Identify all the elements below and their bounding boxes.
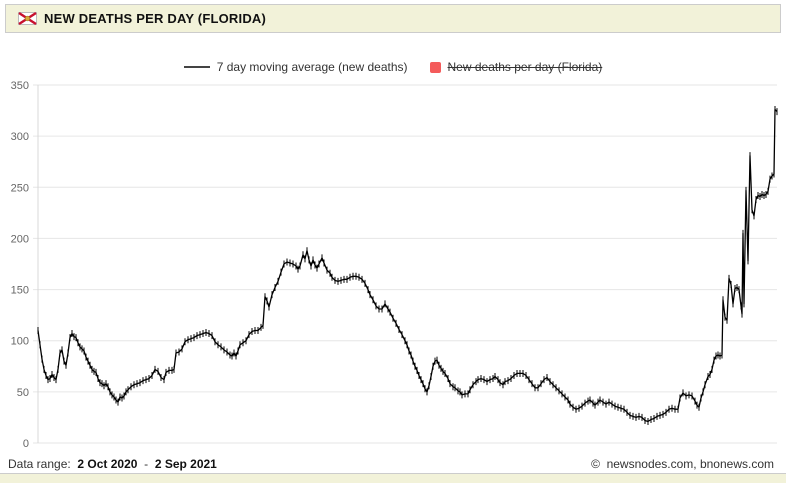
florida-flag-icon xyxy=(18,12,37,25)
chart-legend: 7 day moving average (new deaths) New de… xyxy=(0,58,786,76)
y-axis-tick-label: 0 xyxy=(23,438,29,450)
y-axis-tick-label: 150 xyxy=(11,285,29,297)
legend-label: 7 day moving average (new deaths) xyxy=(216,60,408,74)
page-title: NEW DEATHS PER DAY (FLORIDA) xyxy=(44,11,267,26)
end-date: 2 Sep 2021 xyxy=(154,457,217,471)
credits-text: newsnodes.com, bnonews.com xyxy=(606,457,774,471)
y-axis-tick-label: 50 xyxy=(17,387,29,399)
y-axis-tick-label: 100 xyxy=(11,336,29,348)
legend-label: New deaths per day (Florida) xyxy=(447,60,603,74)
credits: © newsnodes.com, bnonews.com xyxy=(591,457,774,471)
date-separator: - xyxy=(144,457,149,471)
legend-item-moving-average[interactable]: 7 day moving average (new deaths) xyxy=(183,60,408,74)
y-axis-tick-label: 250 xyxy=(11,182,29,194)
square-marker-icon xyxy=(429,61,441,73)
line-marker-icon xyxy=(183,66,210,68)
header-bar: NEW DEATHS PER DAY (FLORIDA) xyxy=(5,4,781,33)
data-range-caption: Data range: 2 Oct 2020 - 2 Sep 2021 xyxy=(8,457,217,471)
y-axis-tick-label: 300 xyxy=(11,131,29,143)
y-axis-tick-label: 200 xyxy=(11,233,29,245)
legend-item-new-deaths[interactable]: New deaths per day (Florida) xyxy=(429,60,603,74)
moving-average-line xyxy=(37,108,778,423)
data-range-label: Data range: xyxy=(8,457,71,471)
start-date: 2 Oct 2020 xyxy=(77,457,138,471)
copyright-icon: © xyxy=(591,457,600,471)
y-axis-tick-label: 350 xyxy=(11,80,29,92)
bottom-strip xyxy=(0,473,786,483)
